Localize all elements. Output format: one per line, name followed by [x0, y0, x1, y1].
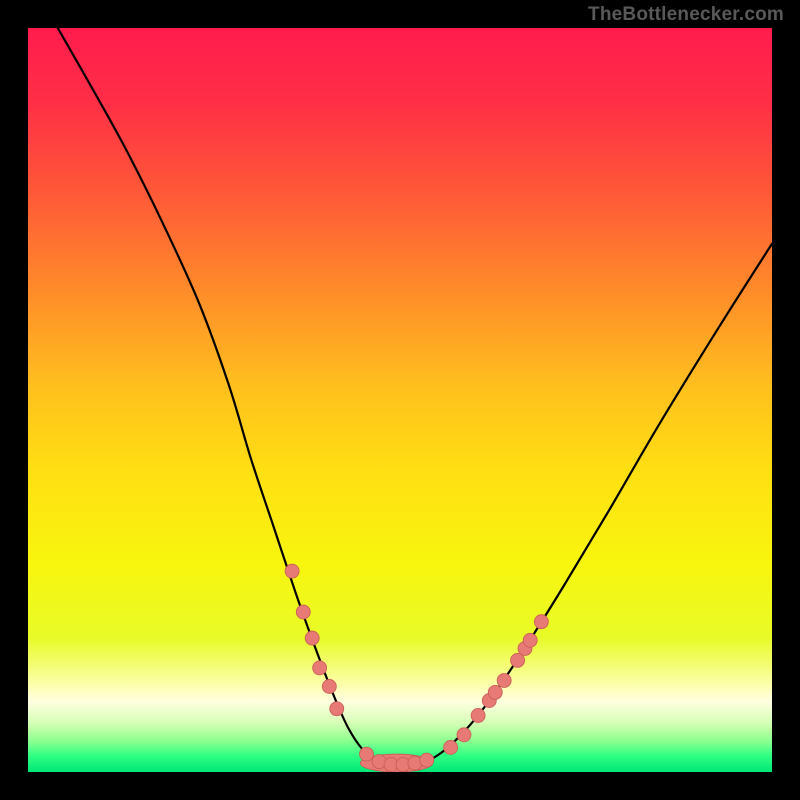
- data-marker: [457, 728, 471, 742]
- data-marker: [471, 708, 485, 722]
- watermark-text: TheBottlenecker.com: [588, 4, 784, 26]
- data-marker: [296, 605, 310, 619]
- data-marker: [330, 702, 344, 716]
- gradient-background: [28, 28, 772, 772]
- data-marker: [523, 633, 537, 647]
- data-marker: [313, 661, 327, 675]
- data-marker: [420, 753, 434, 767]
- data-marker: [360, 747, 374, 761]
- plot-area: [28, 28, 772, 772]
- data-marker: [497, 673, 511, 687]
- bottleneck-chart: [0, 0, 800, 800]
- data-marker: [488, 685, 502, 699]
- data-marker: [285, 564, 299, 578]
- chart-container: TheBottlenecker.com: [0, 0, 800, 800]
- data-marker: [534, 615, 548, 629]
- data-marker: [305, 631, 319, 645]
- data-marker: [511, 653, 525, 667]
- data-marker: [444, 740, 458, 754]
- data-marker: [322, 679, 336, 693]
